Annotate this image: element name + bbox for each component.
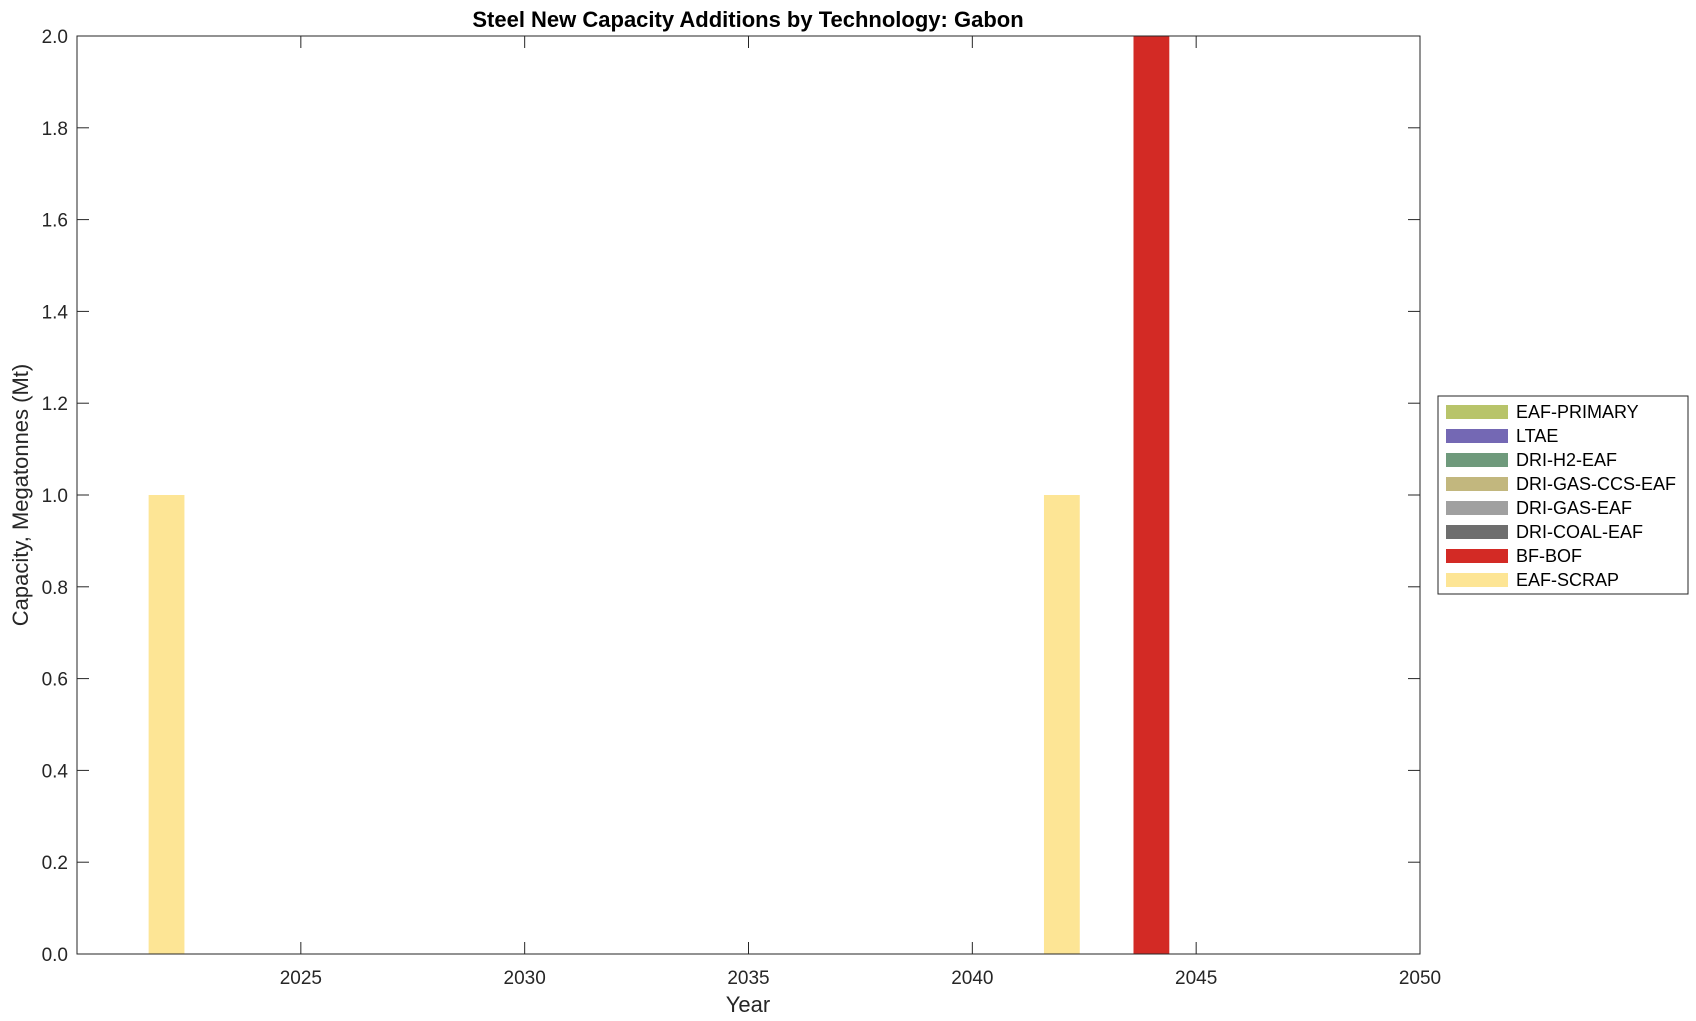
bar-eaf-scrap-2042 (1043, 495, 1080, 954)
y-tick-label: 1.0 (42, 486, 68, 507)
legend-label-dri-gas-ccs-eaf: DRI-GAS-CCS-EAF (1516, 474, 1676, 494)
x-tick-label: 2040 (951, 968, 993, 989)
axis-ticks: 2025 2030 2035 2040 2045 2050 0.0 0.2 0.4 0.6 0.8 1… (42, 27, 1442, 989)
x-tick-label: 2025 (280, 968, 322, 989)
x-tick-label: 2045 (1175, 968, 1217, 989)
legend: EAF-PRIMARY LTAE DRI-H2-EAF DRI-GAS-CCS-EAF… (1437, 395, 1689, 595)
y-tick-label: 1.2 (42, 394, 68, 415)
x-tick-label: 2050 (1399, 968, 1441, 989)
y-tick-label: 0.2 (42, 853, 68, 874)
legend-label-dri-h2-eaf: DRI-H2-EAF (1516, 450, 1617, 470)
legend-swatch-bf-bof (1446, 549, 1508, 563)
x-axis-label: Year (726, 992, 770, 1017)
y-tick-label: 1.4 (42, 302, 69, 323)
bar-eaf-scrap-2022 (148, 495, 185, 954)
legend-swatch-eaf-scrap (1446, 573, 1508, 587)
y-tick-label: 0.0 (42, 945, 68, 966)
legend-label-dri-gas-eaf: DRI-GAS-EAF (1516, 498, 1632, 518)
legend-swatch-dri-gas-eaf (1446, 501, 1508, 515)
bars-group (148, 36, 1170, 954)
x-tick-label: 2030 (504, 968, 546, 989)
legend-label-ltae: LTAE (1516, 426, 1558, 446)
legend-swatch-eaf-primary (1446, 405, 1508, 419)
y-tick-label: 2.0 (42, 27, 68, 48)
plot-area (76, 35, 1421, 955)
legend-swatch-dri-coal-eaf (1446, 525, 1508, 539)
y-tick-label: 0.8 (42, 578, 68, 599)
y-axis-label: Capacity, Megatonnes (Mt) (8, 364, 33, 626)
chart-title: Steel New Capacity Additions by Technolo… (472, 7, 1023, 32)
bar-bf-bof-2044 (1133, 36, 1170, 954)
y-tick-label: 1.6 (42, 211, 68, 232)
legend-swatch-dri-h2-eaf (1446, 453, 1508, 467)
y-tick-label: 0.6 (42, 670, 68, 691)
x-tick-label: 2035 (727, 968, 769, 989)
legend-label-eaf-primary: EAF-PRIMARY (1516, 402, 1639, 422)
legend-label-eaf-scrap: EAF-SCRAP (1516, 570, 1619, 590)
legend-label-dri-coal-eaf: DRI-COAL-EAF (1516, 522, 1643, 542)
legend-swatch-dri-gas-ccs-eaf (1446, 477, 1508, 491)
y-tick-label: 0.4 (42, 761, 69, 782)
legend-swatch-ltae (1446, 429, 1508, 443)
y-tick-label: 1.8 (42, 119, 68, 140)
legend-label-bf-bof: BF-BOF (1516, 546, 1582, 566)
